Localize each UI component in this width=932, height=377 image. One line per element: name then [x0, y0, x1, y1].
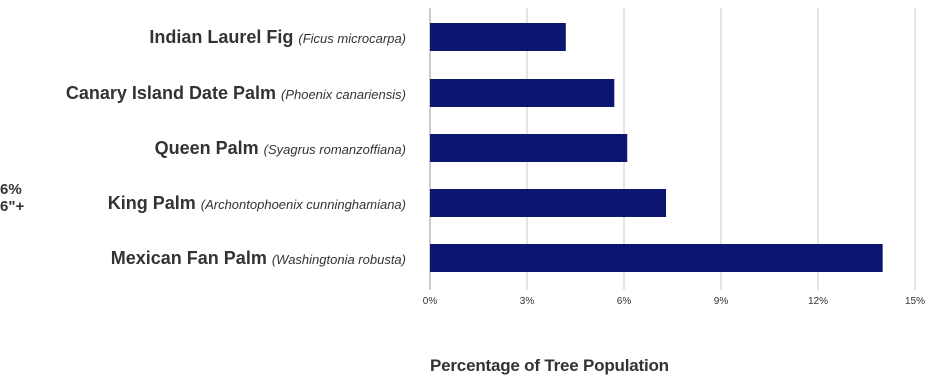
bar [430, 189, 666, 217]
category-common-name: Queen Palm [155, 138, 264, 158]
x-tick-labels: 0% 3% 6% 9% 12% 15% [423, 296, 925, 307]
x-tick-label: 0% [423, 296, 438, 307]
category-common-name: Indian Laurel Fig [149, 27, 298, 47]
cut-off-text-line-1: 6% [0, 181, 22, 198]
bar [430, 79, 614, 107]
category-label: Indian Laurel Fig (Ficus microcarpa) [149, 27, 406, 47]
bar [430, 23, 566, 51]
x-tick-label: 12% [808, 296, 828, 307]
category-scientific-name: (Archontophoenix cunninghamiana) [201, 197, 406, 212]
category-label: King Palm (Archontophoenix cunninghamian… [108, 193, 406, 213]
category-label: Queen Palm (Syagrus romanzoffiana) [155, 138, 406, 158]
category-scientific-name: (Ficus microcarpa) [298, 31, 406, 46]
bars [430, 23, 883, 272]
category-scientific-name: (Syagrus romanzoffiana) [264, 142, 406, 157]
category-common-name: Mexican Fan Palm [111, 248, 272, 268]
x-tick-label: 3% [520, 296, 535, 307]
category-scientific-name: (Phoenix canariensis) [281, 87, 406, 102]
category-label: Canary Island Date Palm (Phoenix canarie… [66, 83, 406, 103]
category-labels: Indian Laurel Fig (Ficus microcarpa) Cana… [66, 27, 406, 268]
x-tick-label: 15% [905, 296, 925, 307]
category-common-name: Canary Island Date Palm [66, 83, 281, 103]
bar [430, 134, 627, 162]
x-tick-label: 9% [714, 296, 729, 307]
cut-off-text-line-2: 6"+ [0, 198, 24, 215]
bar [430, 244, 883, 272]
category-scientific-name: (Washingtonia robusta) [272, 252, 406, 267]
category-common-name: King Palm [108, 193, 201, 213]
x-axis-label: Percentage of Tree Population [430, 356, 730, 376]
category-label: Mexican Fan Palm (Washingtonia robusta) [111, 248, 406, 268]
x-tick-label: 6% [617, 296, 632, 307]
